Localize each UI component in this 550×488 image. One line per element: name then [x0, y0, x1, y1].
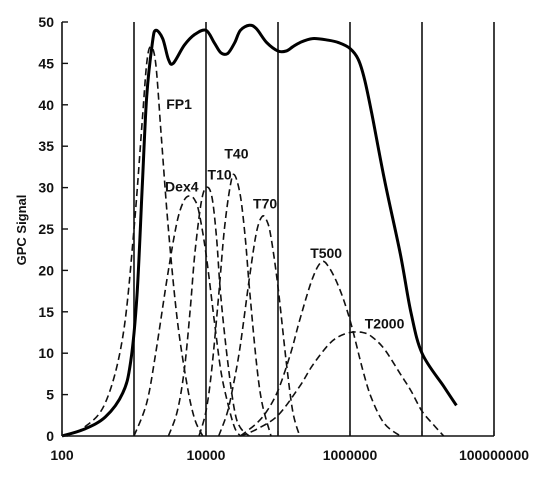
series-curve-t500 — [239, 260, 401, 437]
y-tick-label: 45 — [38, 55, 54, 71]
curve-label-t10: T10 — [208, 166, 232, 182]
y-tick-label: 50 — [38, 14, 54, 30]
y-tick-label: 10 — [38, 345, 54, 361]
y-tick-label: 20 — [38, 262, 54, 278]
y-tick-label: 30 — [38, 180, 54, 196]
y-tick-label: 35 — [38, 138, 54, 154]
y-axis-label: GPC Signal — [14, 195, 29, 266]
series-curve-t2000 — [240, 331, 445, 437]
y-tick-label: 5 — [46, 387, 54, 403]
x-tick-labels: 100 10000 1000000 100000000 — [50, 447, 529, 463]
curve-label-t2000: T2000 — [365, 315, 405, 331]
curve-label-dex4: Dex4 — [165, 179, 199, 195]
series-curve-dex4 — [133, 195, 242, 437]
series-curve-t10 — [167, 186, 250, 437]
y-tick-labels: 0 5 10 15 20 25 30 35 40 45 50 — [38, 14, 54, 444]
series-curve-t40 — [198, 173, 272, 437]
curve-labels: FP1 Dex4 T10 T40 T70 T500 T2000 — [165, 96, 405, 331]
series-curve-t70 — [217, 215, 301, 437]
curve-label-t70: T70 — [253, 195, 277, 211]
x-tick-label: 10000 — [187, 447, 226, 463]
y-tick-label: 0 — [46, 428, 54, 444]
overall-signal-curve — [61, 23, 458, 438]
x-tick-label: 1000000 — [323, 447, 378, 463]
y-tick-label: 15 — [38, 304, 54, 320]
y-tick-label: 25 — [38, 221, 54, 237]
x-tick-label: 100000000 — [459, 447, 529, 463]
vertical-gridlines — [133, 22, 495, 436]
y-tick-label: 40 — [38, 97, 54, 113]
curve-label-fp1: FP1 — [166, 96, 192, 112]
x-tick-label: 100 — [50, 447, 74, 463]
chart-axes — [61, 21, 495, 437]
curve-label-t500: T500 — [310, 245, 342, 261]
chart-curves — [61, 23, 458, 438]
series-curve-fp1 — [64, 45, 204, 437]
curve-label-t40: T40 — [224, 146, 248, 162]
